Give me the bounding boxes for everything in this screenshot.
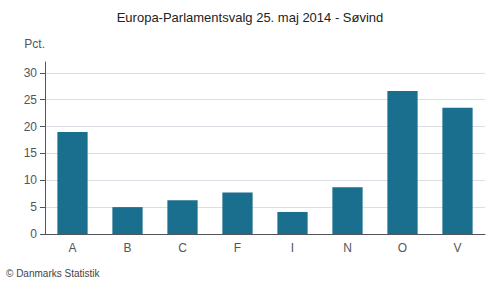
svg-text:© Danmarks Statistik: © Danmarks Statistik bbox=[6, 268, 101, 279]
svg-text:0: 0 bbox=[30, 227, 37, 241]
svg-text:5: 5 bbox=[30, 200, 37, 214]
svg-text:A: A bbox=[68, 241, 76, 255]
svg-text:15: 15 bbox=[24, 146, 38, 160]
svg-text:O: O bbox=[398, 241, 407, 255]
svg-text:30: 30 bbox=[24, 66, 38, 80]
svg-text:N: N bbox=[343, 241, 352, 255]
svg-text:C: C bbox=[178, 241, 187, 255]
svg-text:B: B bbox=[123, 241, 131, 255]
svg-text:F: F bbox=[234, 241, 241, 255]
svg-text:Europa-Parlamentsvalg 25. maj: Europa-Parlamentsvalg 25. maj 2014 - Søv… bbox=[117, 10, 384, 25]
svg-text:20: 20 bbox=[24, 120, 38, 134]
svg-text:I: I bbox=[291, 241, 294, 255]
svg-text:Pct.: Pct. bbox=[24, 37, 45, 51]
svg-text:25: 25 bbox=[24, 93, 38, 107]
svg-text:10: 10 bbox=[24, 173, 38, 187]
svg-text:V: V bbox=[453, 241, 461, 255]
